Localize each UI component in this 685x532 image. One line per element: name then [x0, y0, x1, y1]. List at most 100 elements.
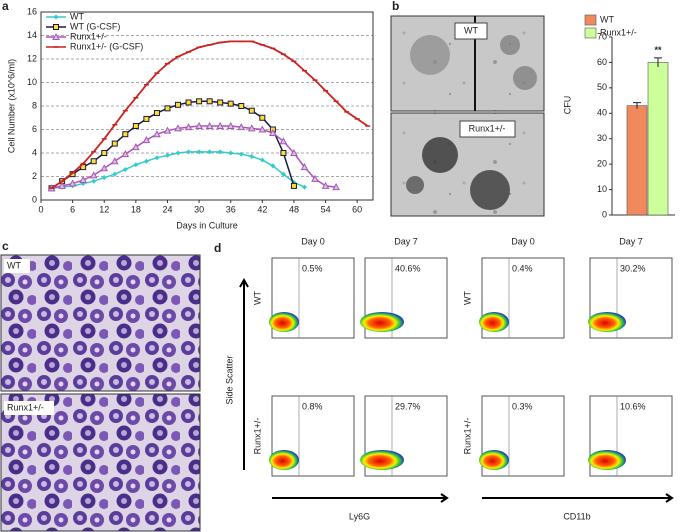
y-tick-label: 16: [27, 6, 37, 16]
x-tick-label: 42: [257, 204, 267, 214]
micrograph: [0, 254, 201, 392]
marker: [143, 115, 150, 122]
marker: [227, 100, 234, 107]
image-label: Runx1+/-: [469, 123, 506, 133]
y-axis-label: Side Scatter: [224, 355, 234, 404]
marker: [101, 175, 107, 181]
x-tick-label: 18: [131, 204, 141, 214]
marker: [101, 150, 108, 156]
gate-percent: 0.4%: [512, 263, 533, 273]
y-axis-label: CFU: [562, 96, 572, 115]
x-arrow: [482, 493, 674, 503]
micrograph: [0, 393, 201, 532]
marker: [90, 158, 97, 165]
marker: [91, 178, 97, 184]
row-label: WT: [462, 291, 472, 305]
marker: [163, 126, 172, 134]
marker: [142, 136, 151, 144]
flow-population: [479, 450, 509, 470]
series-line: [51, 125, 337, 189]
marker: [79, 175, 88, 184]
y-tick-label: 0: [32, 194, 37, 204]
legend-label: Runx1+/-: [600, 27, 637, 37]
marker: [258, 125, 267, 133]
marker: [301, 184, 307, 190]
day-label: Day 0: [511, 236, 535, 246]
gate-percent: 0.8%: [302, 401, 323, 411]
marker: [226, 121, 235, 129]
image-label-box: [459, 120, 516, 138]
x-tick-label: 30: [194, 204, 204, 214]
flow-population: [360, 312, 404, 332]
marker: [111, 140, 118, 147]
annotation: **: [654, 45, 662, 55]
x-tick-label: 36: [226, 204, 236, 214]
marker: [248, 107, 255, 114]
marker: [132, 143, 140, 151]
flow-population: [360, 450, 404, 470]
marker: [122, 131, 129, 138]
y-tick-label: 20: [597, 159, 607, 169]
marker: [52, 32, 60, 40]
marker: [280, 171, 286, 177]
marker: [121, 150, 130, 158]
y-arrow: [239, 277, 249, 470]
marker: [164, 105, 171, 112]
panel-label: b: [392, 0, 399, 13]
marker: [311, 174, 319, 182]
flow-population: [588, 312, 626, 332]
colony: [410, 35, 450, 75]
bar: [647, 62, 669, 216]
marker: [153, 130, 161, 138]
panel-label: d: [214, 241, 221, 255]
colony: [513, 66, 537, 90]
marker: [270, 163, 276, 169]
marker: [205, 121, 214, 129]
colony: [422, 137, 458, 173]
bar: [626, 105, 648, 216]
marker: [238, 103, 245, 109]
row-label: WT: [252, 291, 262, 305]
colony: [500, 35, 520, 55]
marker: [68, 179, 77, 187]
y-tick-label: 10: [27, 77, 37, 87]
x-tick-label: 24: [162, 204, 172, 214]
day-label: Day 0: [301, 236, 325, 246]
image-label: WT: [7, 260, 21, 270]
gate-percent: 0.5%: [302, 263, 323, 273]
legend-label: Runx1+/-: [70, 31, 107, 41]
marker: [238, 151, 244, 157]
marker: [53, 14, 59, 20]
x-tick-label: 6: [70, 204, 75, 214]
marker: [290, 182, 297, 189]
panel-label: a: [2, 0, 9, 13]
legend-swatch: [584, 27, 597, 39]
image-label-box: [4, 259, 30, 273]
marker: [206, 98, 213, 105]
image-label: WT: [464, 25, 478, 35]
marker: [196, 149, 202, 155]
marker: [217, 149, 223, 155]
colony: [406, 176, 424, 194]
gate-percent: 0.3%: [512, 401, 533, 411]
flow-population: [588, 450, 626, 470]
y-tick-label: 2: [32, 171, 37, 181]
marker: [216, 121, 225, 129]
marker: [143, 158, 149, 164]
y-tick-label: 60: [597, 57, 607, 67]
marker: [300, 163, 309, 171]
legend-label: WT: [600, 14, 614, 24]
y-axis-label: Cell Number (x10^6/ml): [6, 59, 16, 153]
error-bar: [654, 57, 662, 68]
marker: [154, 155, 160, 161]
marker: [164, 152, 170, 158]
y-tick-label: 70: [597, 31, 607, 41]
marker: [269, 128, 277, 137]
marker: [279, 137, 288, 145]
legend-label: Runx1+/- (G-CSF): [70, 41, 143, 51]
marker: [53, 24, 59, 30]
x-tick-label: 12: [99, 204, 109, 214]
marker: [185, 99, 192, 106]
x-tick-label: 60: [352, 204, 362, 214]
